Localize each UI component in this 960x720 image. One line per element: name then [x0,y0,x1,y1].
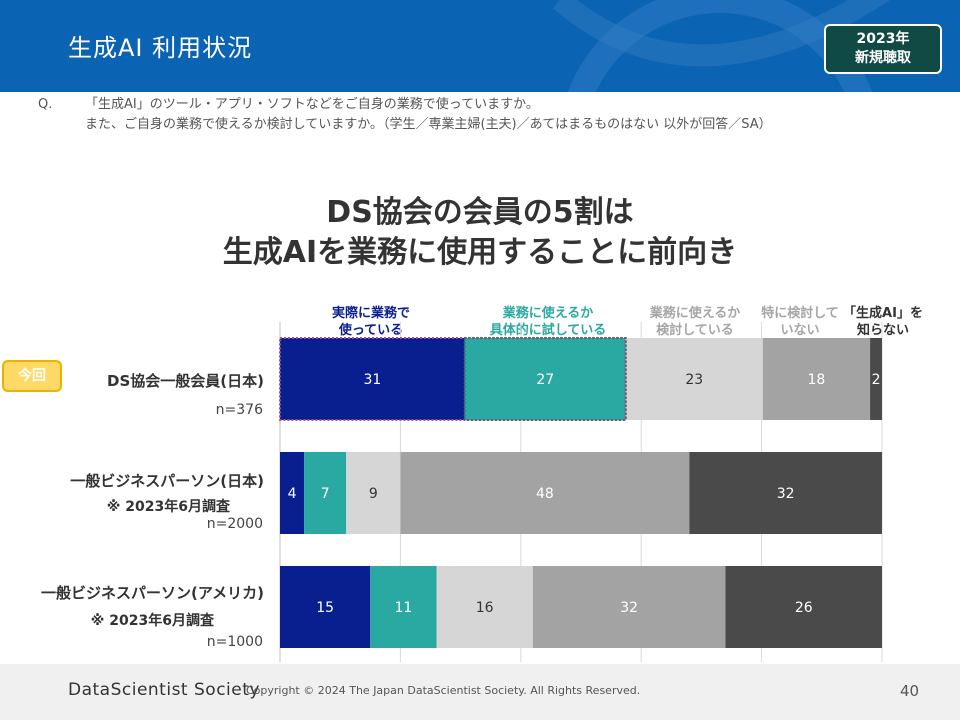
bar-segment [280,452,305,534]
data-label: 27 [536,372,554,388]
header-decoration [552,0,890,92]
page-title: 生成AI 利用状況 [68,34,253,62]
headline-line-2: 生成AIを業務に使用することに前向き [222,235,738,270]
legend-label-unaware: 「生成AI」を 知らない [836,305,930,339]
highlight-outline-pink [279,337,627,421]
question-line-2: また、ご自身の業務で使えるか検討していますか。（学生／専業主婦(主夫)／あてはま… [85,117,772,132]
bar-segment [870,338,882,420]
legend-label-considering-line2: 検討している [656,323,734,338]
legend-label-used-line2: 使っている [338,323,404,338]
legend-label-not-considering: 特に検討して いない [752,305,848,339]
data-label: 48 [536,486,554,502]
bar-segment [464,338,626,420]
footer-brand: DataScientist Society [68,680,260,700]
category-label-ds-members: DS協会一般会員(日本) [107,372,264,390]
category-label-usa: 一般ビジネスパーソン(アメリカ) [41,584,264,602]
data-label: 2 [872,372,881,388]
question-marker: Q. [38,97,53,112]
data-label: 32 [620,600,638,616]
data-label: 18 [808,372,826,388]
legend-label-considering-line1: 業務に使えるか [649,306,741,321]
bar-segment [304,452,347,534]
bar-segment [280,566,371,648]
legend-label-trying-line1: 業務に使えるか [502,306,594,321]
legend-label-unaware-line2: 知らない [856,323,909,338]
category-n-japan: n=2000 [206,516,263,532]
legend-label-used-line1: 実際に業務で [331,306,410,321]
data-label: 11 [394,600,412,616]
data-label: 15 [316,600,334,616]
highlight-outline-teal [463,337,627,421]
category-note-usa: ※ 2023年6月調査 [90,613,214,629]
bar-segment [370,566,437,648]
bar-segment [762,338,871,420]
badge-text: 新規聴取 [855,50,911,66]
header-bar: 生成AI 利用状況 2023年 新規聴取 [0,0,960,92]
current-survey-tag: 今回 [2,360,62,392]
bar-segment [725,566,882,648]
bar-segment [346,452,401,534]
legend-label-not-considering-line1: 特に検討して [761,306,839,321]
category-n-ds-members: n=376 [215,402,263,418]
data-label: 23 [685,372,703,388]
legend-label-unaware-line1: 「生成AI」を [843,306,923,321]
data-label: 31 [363,372,381,388]
data-label: 9 [369,486,378,502]
data-label: 4 [288,486,297,502]
data-label: 16 [476,600,494,616]
category-label-japan: 一般ビジネスパーソン(日本) [70,472,264,490]
headline: DS協会の会員の5割は 生成AIを業務に使用することに前向き [0,193,960,273]
bar-segment [280,338,465,420]
new-survey-badge: 2023年 新規聴取 [824,24,942,74]
legend-label-considering: 業務に使えるか 検討している [640,305,750,339]
data-label: 26 [795,600,813,616]
legend-label-trying: 業務に使えるか 具体的に試している [478,305,618,339]
legend-label-not-considering-line2: いない [780,323,820,338]
bar-segment [625,338,763,420]
legend-label-trying-line2: 具体的に試している [489,323,607,338]
legend-label-used: 実際に業務で 使っている [326,305,416,339]
question-line-1: 「生成AI」のツール・アプリ・ソフトなどをご自身の業務で使っていますか。 [85,97,539,112]
footer-copyright: Copyright © 2024 The Japan DataScientist… [246,684,641,697]
data-label: 32 [777,486,795,502]
bar-segment [436,566,533,648]
bar-segment [400,452,690,534]
footer: DataScientist Society Copyright © 2024 T… [0,664,960,720]
bar-segment [689,452,882,534]
category-note-japan: ※ 2023年6月調査 [106,499,230,515]
page-number: 40 [900,682,920,700]
bar-segment [532,566,726,648]
category-n-usa: n=1000 [206,634,263,650]
headline-line-1: DS協会の会員の5割は [326,195,634,230]
data-label: 7 [321,486,330,502]
badge-year: 2023年 [856,31,910,47]
